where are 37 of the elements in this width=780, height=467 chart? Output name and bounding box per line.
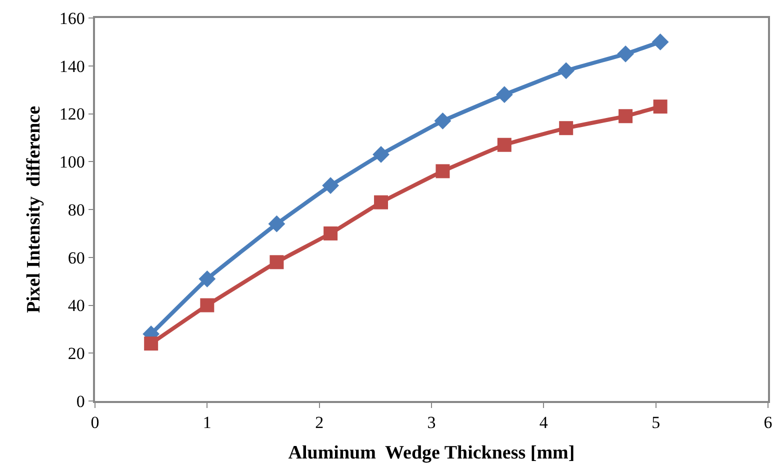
y-tick-label: 20 <box>68 344 85 364</box>
x-tick-label: 2 <box>315 413 324 432</box>
y-tick-label: 160 <box>59 8 85 28</box>
x-tick-label: 3 <box>427 413 436 432</box>
point <box>558 62 575 80</box>
x-tick-label: 1 <box>202 413 212 432</box>
point <box>324 226 338 240</box>
point <box>270 255 284 270</box>
x-tick-label: 5 <box>652 413 660 432</box>
point <box>372 146 390 163</box>
x-tick-label: 0 <box>90 413 100 432</box>
y-tick-label: 100 <box>59 152 85 172</box>
y-tick-label: 120 <box>59 104 85 124</box>
point <box>434 112 452 130</box>
point <box>559 121 574 136</box>
y-tick-label: 60 <box>68 248 85 268</box>
point <box>198 270 216 288</box>
x-tick-label: 6 <box>764 413 772 432</box>
point <box>374 195 388 210</box>
point <box>496 86 513 104</box>
point <box>653 100 668 114</box>
y-tick-label: 0 <box>76 392 85 411</box>
point <box>436 164 450 178</box>
y-tick-label: 140 <box>59 56 85 76</box>
point <box>652 33 669 50</box>
y-tick-label: 40 <box>68 296 85 316</box>
point <box>497 138 512 152</box>
point <box>617 45 634 62</box>
x-tick-label: 4 <box>539 413 548 432</box>
y-tick-label: 80 <box>68 200 85 220</box>
point <box>144 336 158 351</box>
point <box>268 215 286 232</box>
point <box>200 298 214 312</box>
point <box>322 177 339 194</box>
x-axis-title: Aluminum Wedge Thickness [mm] <box>288 442 575 464</box>
point <box>618 109 633 124</box>
y-axis-title: Pixel Intensity difference <box>24 106 45 314</box>
